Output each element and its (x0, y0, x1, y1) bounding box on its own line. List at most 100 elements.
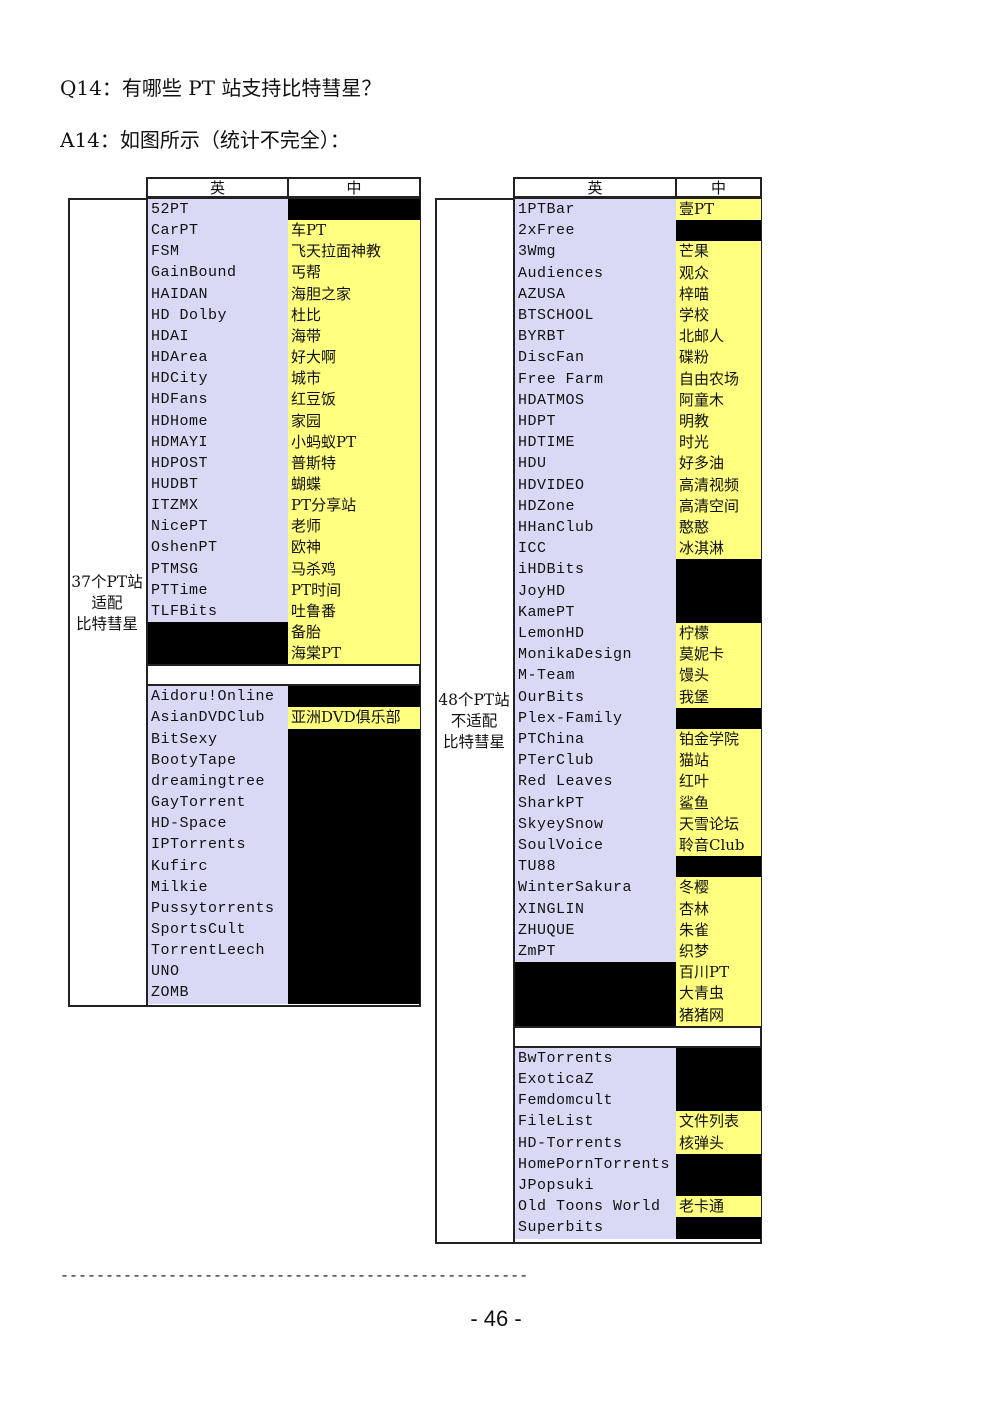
empty-cell (288, 749, 420, 771)
group-label: 37个PT站 适配 比特彗星 (71, 573, 143, 633)
empty-cell (676, 1175, 761, 1197)
site-name-en: ITZMX (148, 495, 288, 517)
site-name-en: SportsCult (148, 918, 288, 941)
site-name-en: BitSexy (148, 728, 288, 750)
site-name-en: HDFans (148, 389, 288, 411)
site-name-zh: 鲨鱼 (676, 792, 761, 814)
site-name-en: HDVIDEO (515, 474, 676, 496)
answer-text: A14：如图所示（统计不完全）： (60, 128, 350, 152)
site-name-en: Kufirc (148, 855, 288, 877)
site-name-en: HDHome (148, 410, 288, 432)
empty-cell (288, 728, 420, 750)
site-name-en: ExoticaZ (515, 1069, 676, 1091)
site-name-en: OurBits (515, 686, 676, 708)
site-name-zh: 文件列表 (676, 1111, 761, 1133)
empty-cell (676, 856, 761, 878)
site-name-en: PTChina (515, 729, 676, 751)
site-name-zh: 猫站 (676, 750, 761, 772)
site-name-en: OshenPT (148, 537, 288, 559)
empty-cell (288, 876, 420, 898)
site-name-zh: PT分享站 (288, 495, 420, 517)
empty-cell (676, 1047, 761, 1069)
site-name-zh: 碟粉 (676, 347, 761, 369)
site-name-en: JPopsuki (515, 1175, 676, 1197)
site-name-zh: 备胎 (288, 622, 420, 644)
site-name-zh: 好多油 (676, 453, 761, 475)
site-name-zh: 明教 (676, 411, 761, 433)
site-name-en: UNO (148, 961, 288, 983)
site-name-en: HDPOST (148, 452, 288, 474)
site-name-en: HDMAYI (148, 431, 288, 453)
site-name-en: Aidoru!Online (148, 686, 288, 708)
site-name-en: SharkPT (515, 792, 676, 814)
site-name-zh: 吐鲁番 (288, 600, 420, 623)
site-name-zh: 观众 (676, 262, 761, 284)
site-name-zh: 柠檬 (676, 623, 761, 645)
column-header-zh: 中 (287, 177, 421, 198)
site-name-en: PTMSG (148, 558, 288, 580)
empty-cell (676, 580, 761, 602)
column-header-en: 英 (513, 177, 677, 198)
site-name-zh: 织梦 (676, 941, 761, 963)
site-name-en: AZUSA (515, 283, 676, 305)
site-name-en: ZmPT (515, 941, 676, 963)
page-number: - 46 - (470, 1306, 522, 1331)
site-name-en: BTSCHOOL (515, 305, 676, 327)
empty-cell (288, 199, 420, 221)
empty-cell (148, 622, 288, 644)
site-name-en: CarPT (148, 220, 288, 242)
site-name-en: GayTorrent (148, 792, 288, 814)
site-name-zh: 小蚂蚁PT (288, 431, 420, 453)
site-name-en: HomePornTorrents (515, 1153, 676, 1175)
empty-cell (676, 1069, 761, 1091)
empty-cell (288, 961, 420, 983)
empty-cell (288, 918, 420, 941)
column-divider (146, 198, 148, 1007)
site-name-en: HD Dolby (148, 304, 288, 326)
site-name-zh: 壹PT (676, 199, 761, 221)
site-name-en: IPTorrents (148, 834, 288, 856)
site-name-zh: 欧神 (288, 537, 420, 559)
site-name-zh: 海棠PT (288, 643, 420, 665)
question-text: Q14：有哪些 PT 站支持比特彗星？ (60, 76, 382, 100)
site-name-en: HDCity (148, 368, 288, 390)
site-name-en: Femdomcult (515, 1090, 676, 1112)
site-name-en: Pussytorrents (148, 897, 288, 919)
site-name-en: PTTime (148, 579, 288, 601)
empty-cell (676, 707, 761, 729)
site-name-zh: 红豆饭 (288, 389, 420, 411)
site-name-en: HHanClub (515, 517, 676, 539)
empty-cell (288, 686, 420, 708)
site-name-en: Old Toons World (515, 1196, 676, 1218)
empty-cell (515, 962, 676, 984)
site-name-en: 52PT (148, 199, 288, 221)
site-name-zh: 天雪论坛 (676, 813, 761, 835)
site-name-zh: 杏林 (676, 898, 761, 920)
column-header-zh: 中 (675, 177, 762, 198)
site-name-zh: 阿童木 (676, 389, 761, 411)
site-name-zh: 海胆之家 (288, 283, 420, 305)
group-separator (513, 1025, 762, 1048)
site-name-zh: 高清视频 (676, 474, 761, 496)
site-name-en: SkyeySnow (515, 813, 676, 835)
site-name-en: Milkie (148, 876, 288, 898)
site-name-en: HDTIME (515, 432, 676, 454)
empty-cell (288, 813, 420, 835)
empty-cell (676, 1153, 761, 1175)
site-name-en: BYRBT (515, 326, 676, 348)
site-name-zh: 老卡通 (676, 1196, 761, 1218)
site-name-zh: 自由农场 (676, 368, 761, 390)
site-name-en: FSM (148, 241, 288, 263)
site-name-zh: 馒头 (676, 665, 761, 687)
divider-line: ----------------------------------------… (60, 1268, 529, 1285)
site-name-en: ZHUQUE (515, 919, 676, 941)
site-name-zh: 城市 (288, 368, 420, 390)
site-name-en: Plex-Family (515, 707, 676, 729)
site-name-en: 2xFree (515, 220, 676, 242)
site-name-en: PTerClub (515, 750, 676, 772)
empty-cell (288, 897, 420, 919)
site-name-en: BootyTape (148, 749, 288, 771)
site-name-zh: 百川PT (676, 962, 761, 984)
site-name-zh: 朱雀 (676, 919, 761, 941)
site-name-en: BwTorrents (515, 1047, 676, 1069)
